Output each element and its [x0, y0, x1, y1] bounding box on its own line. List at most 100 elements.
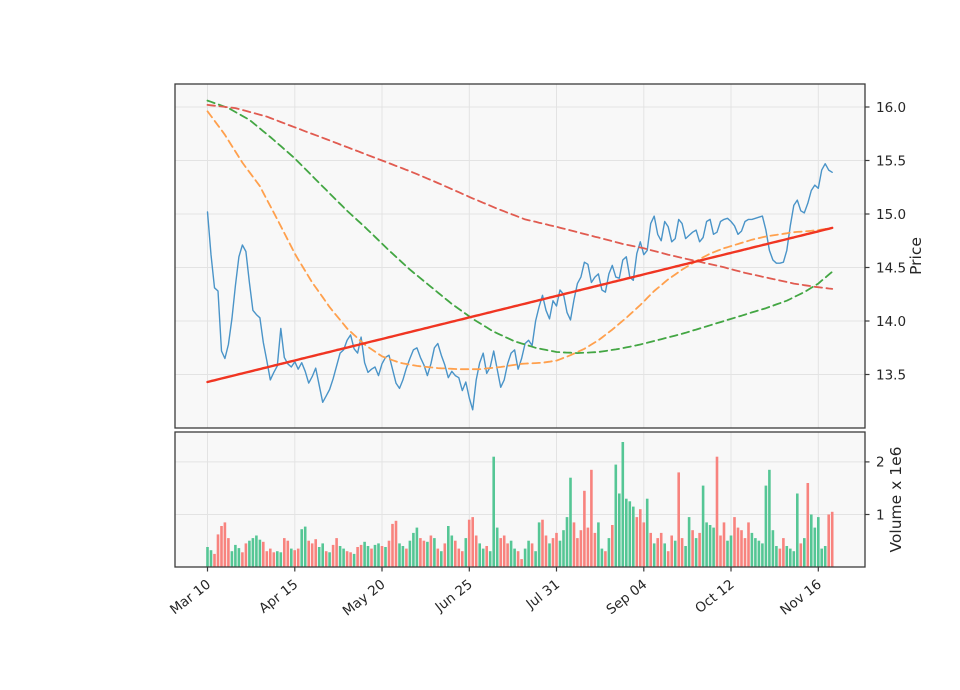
volume-bar	[335, 538, 338, 567]
volume-bar	[659, 532, 663, 567]
volume-bar	[614, 464, 618, 567]
volume-bar	[338, 546, 342, 567]
volume-bar	[593, 532, 597, 567]
volume-bar	[450, 535, 454, 567]
volume-bar	[356, 547, 359, 567]
x-tick-label: May 20	[340, 577, 389, 620]
volume-bar	[548, 543, 551, 567]
volume-bar	[279, 552, 283, 567]
volume-bar	[216, 534, 220, 567]
volume-bar	[422, 540, 426, 567]
volume-bar	[251, 538, 255, 567]
volume-bar	[649, 532, 652, 567]
volume-bar	[583, 490, 586, 567]
volume-bar	[677, 472, 680, 567]
volume-bar	[206, 547, 209, 567]
volume-bar	[499, 538, 502, 567]
volume-bar	[761, 543, 764, 567]
volume-bar	[391, 523, 394, 567]
volume-bar	[628, 501, 632, 567]
x-tick-label: Jul 31	[523, 577, 563, 613]
volume-bar	[712, 527, 715, 567]
volume-bar	[349, 552, 352, 567]
price-tick-label: 16.0	[876, 100, 906, 116]
volume-bar	[708, 525, 712, 567]
volume-bar	[726, 540, 729, 567]
volume-bar	[621, 442, 625, 567]
volume-bar	[506, 543, 509, 567]
volume-bar	[223, 522, 227, 567]
ma-mid-line	[206, 99, 834, 355]
volume-bar	[579, 530, 583, 567]
volume-bar	[467, 519, 471, 567]
gridlines	[175, 84, 865, 567]
volume-bar	[290, 548, 293, 567]
volume-bar	[642, 522, 646, 567]
volume-bar	[586, 527, 590, 567]
volume-bar	[269, 548, 272, 567]
volume-bar	[461, 551, 464, 567]
volume-bar	[691, 530, 694, 567]
volume-bar	[785, 546, 789, 567]
ma-long-line	[206, 104, 834, 290]
volume-bar	[635, 517, 639, 567]
volume-bar	[363, 541, 366, 567]
volume-bar	[789, 548, 792, 567]
volume-bar	[488, 551, 492, 567]
volume-bar	[562, 530, 565, 567]
volume-bar	[454, 540, 457, 567]
volume-bar	[827, 514, 830, 567]
volume-bar	[241, 552, 244, 567]
ma-short-line	[206, 110, 834, 371]
volume-bar	[464, 538, 468, 567]
volume-bar	[265, 551, 269, 567]
volume-bar	[342, 548, 345, 567]
volume-bar	[698, 532, 701, 567]
volume-bar	[516, 551, 520, 567]
volume-bar	[227, 538, 230, 567]
volume-bar	[701, 485, 705, 567]
volume-bar	[234, 544, 237, 567]
volume-bar	[415, 527, 419, 567]
volume-bar	[544, 535, 548, 567]
volume-bar	[555, 532, 558, 567]
volume-bar	[673, 540, 677, 567]
volume-bar	[209, 550, 213, 567]
volume-bar	[352, 553, 356, 567]
volume-bar	[597, 522, 600, 567]
volume-bar	[447, 526, 450, 567]
volume-bar	[321, 543, 324, 567]
volume-bar	[373, 544, 377, 567]
volume-bar	[743, 538, 747, 567]
x-tick-label: Apr 15	[256, 577, 301, 617]
volume-bar	[440, 551, 443, 567]
volume-bar	[796, 493, 799, 567]
volume-bar	[345, 551, 349, 567]
volume-bar	[670, 535, 673, 567]
volume-bar	[736, 527, 740, 567]
volume-bar	[810, 514, 813, 567]
volume-bar	[255, 535, 258, 567]
volume-bar	[600, 548, 604, 567]
volume-bar	[324, 551, 328, 567]
volume-bar	[604, 551, 607, 567]
volume-bar	[419, 538, 422, 567]
volume-bar	[684, 546, 687, 567]
price-tick-label: 14.5	[876, 260, 906, 276]
volume-bar	[303, 526, 307, 567]
price-axis-label: Price	[907, 237, 925, 275]
x-tick-label: Nov 16	[777, 577, 825, 619]
volume-bar	[520, 559, 523, 567]
volume-bar	[733, 517, 736, 567]
volume-bar	[558, 540, 562, 567]
volume-bar	[405, 548, 408, 567]
x-tick-label: Oct 12	[692, 577, 737, 617]
volume-bar	[230, 551, 234, 567]
volume-bar	[310, 543, 314, 567]
volume-bar	[307, 540, 310, 567]
volume-bar	[443, 543, 447, 567]
volume-bar	[262, 541, 265, 567]
volume-bar	[663, 543, 666, 567]
volume-bar	[778, 548, 782, 567]
